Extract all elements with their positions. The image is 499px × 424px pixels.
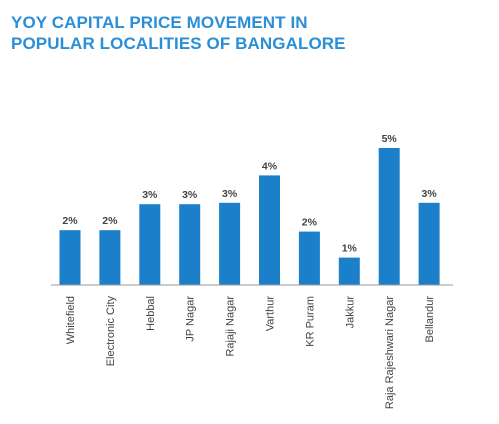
data-label-0: 2% bbox=[62, 215, 78, 227]
bar-6 bbox=[298, 231, 320, 285]
bar-0 bbox=[59, 230, 81, 285]
bar-4 bbox=[219, 202, 241, 285]
bar-2 bbox=[139, 204, 161, 285]
x-tick-label-0: Whitefield bbox=[65, 296, 77, 344]
x-tick-label-1: Electronic City bbox=[105, 296, 117, 367]
x-tick-label-8: Raja Rajeshwari Nagar bbox=[384, 296, 396, 409]
data-label-1: 2% bbox=[102, 215, 118, 227]
bar-9 bbox=[418, 202, 440, 285]
data-label-2: 3% bbox=[142, 189, 158, 201]
bar-5 bbox=[259, 175, 280, 285]
x-tick-label-9: Bellandur bbox=[424, 296, 436, 343]
data-label-4: 3% bbox=[222, 188, 238, 200]
bar-8 bbox=[378, 148, 400, 285]
chart-title: YOY CAPITAL PRICE MOVEMENT IN POPULAR LO… bbox=[11, 12, 346, 54]
x-tick-label-6: KR Puram bbox=[304, 296, 316, 347]
bar-1 bbox=[99, 230, 121, 285]
bar-7 bbox=[338, 257, 360, 285]
x-tick-label-5: Varthur bbox=[265, 296, 277, 332]
chart-title-line-1: YOY CAPITAL PRICE MOVEMENT IN bbox=[11, 13, 308, 32]
chart-title-line-2: POPULAR LOCALITIES OF BANGALORE bbox=[11, 34, 346, 53]
bar-3 bbox=[179, 204, 201, 285]
x-tick-label-7: Jakkur bbox=[344, 296, 356, 329]
x-tick-label-3: JP Nagar bbox=[185, 296, 197, 342]
data-label-9: 3% bbox=[422, 188, 438, 200]
data-label-7: 1% bbox=[342, 243, 358, 255]
data-label-5: 4% bbox=[262, 160, 278, 172]
data-label-3: 3% bbox=[182, 189, 198, 201]
x-tick-label-2: Hebbal bbox=[145, 296, 157, 331]
x-tick-label-4: Rajaji Nagar bbox=[225, 296, 237, 357]
data-label-6: 2% bbox=[302, 217, 318, 229]
data-label-8: 5% bbox=[382, 133, 398, 145]
